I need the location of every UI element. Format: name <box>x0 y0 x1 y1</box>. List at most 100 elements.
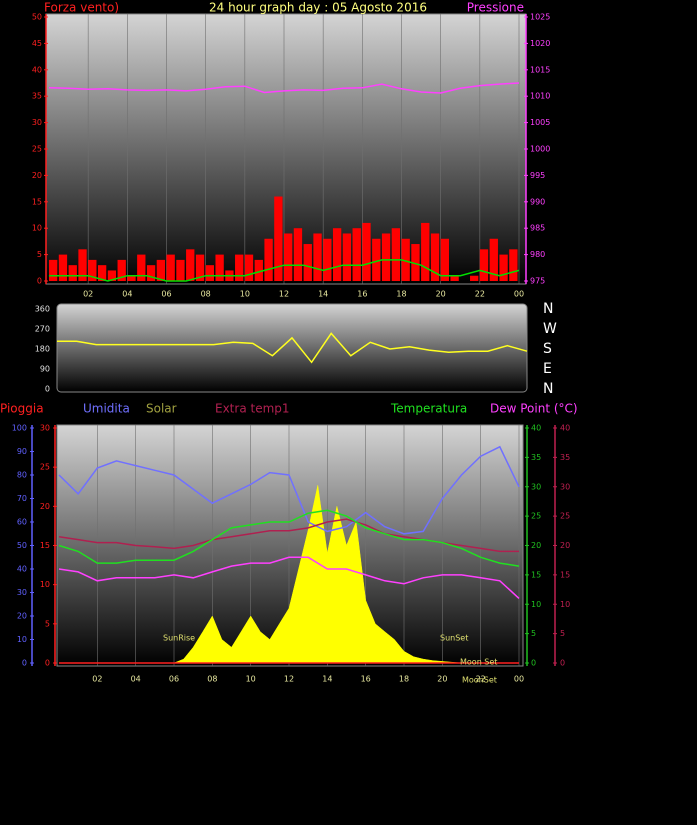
bar <box>313 233 322 281</box>
line <box>58 509 520 567</box>
y-tick-label: 995 <box>530 171 545 180</box>
y-tick-label: 30 <box>560 482 570 491</box>
bar <box>58 254 68 281</box>
x-tick-label: 00 <box>514 290 524 299</box>
y-tick-label: 25 <box>32 145 42 154</box>
bar <box>303 244 312 281</box>
y-tick-label: 5 <box>37 250 42 259</box>
x-tick-label: 02 <box>92 675 102 684</box>
bar <box>450 275 459 281</box>
y-tick-label: 15 <box>40 541 50 550</box>
bar <box>440 238 449 281</box>
bar <box>372 238 381 281</box>
chart-title: 24 hour graph day : 05 Agosto 2016 <box>209 1 427 15</box>
y-tick-label: S <box>543 341 552 357</box>
y-tick-label: 30 <box>40 424 50 433</box>
y-tick-label: 5 <box>531 629 536 638</box>
y-tick-label: 20 <box>531 541 541 550</box>
y-tick-label: 40 <box>531 424 541 433</box>
y-tick-label: 980 <box>530 250 545 259</box>
y-tick-label: 25 <box>40 463 50 472</box>
x-tick-label: 00 <box>514 675 524 684</box>
y-tick-label: 50 <box>17 541 27 550</box>
bar <box>323 238 332 281</box>
x-tick-label: 22 <box>475 290 485 299</box>
bar <box>215 254 224 281</box>
y-tick-label: 25 <box>560 512 570 521</box>
y-tick-label: 15 <box>531 570 541 579</box>
y-tick-label: 90 <box>17 447 27 456</box>
bar <box>342 233 352 281</box>
y-tick-label: 35 <box>560 453 570 462</box>
bar <box>264 238 273 281</box>
x-tick-label: 20 <box>437 675 447 684</box>
line <box>49 259 520 282</box>
bar <box>411 244 420 281</box>
y-tick-label: 10 <box>32 224 42 233</box>
y-tick-label: 985 <box>530 224 545 233</box>
y-tick-label: 1015 <box>530 65 550 74</box>
annotation: SunSet <box>440 634 468 643</box>
y2-axis-label: Pressione <box>467 1 524 15</box>
x-tick-label: 18 <box>396 290 406 299</box>
x-tick-label: 16 <box>361 675 371 684</box>
bar <box>205 265 214 281</box>
bar <box>78 249 87 281</box>
x-tick-label: 06 <box>161 290 171 299</box>
annotation: SunRise <box>163 634 195 643</box>
y-tick-label: 70 <box>17 494 27 503</box>
bar <box>156 259 166 281</box>
x-tick-label: 16 <box>357 290 367 299</box>
bar <box>137 254 146 281</box>
y-tick-label: 0 <box>560 659 565 668</box>
bar <box>235 254 244 281</box>
bar <box>97 265 107 281</box>
y-tick-label: 1020 <box>530 39 550 48</box>
y-tick-label: 5 <box>45 619 50 628</box>
y-tick-label: W <box>543 321 557 337</box>
y-tick-label: 270 <box>35 325 50 334</box>
y-tick-label: 90 <box>40 365 50 374</box>
x-tick-label: 10 <box>240 290 250 299</box>
y-tick-label: 0 <box>45 385 50 394</box>
y-tick-label: 1000 <box>530 145 550 154</box>
x-tick-label: 02 <box>83 290 93 299</box>
bar <box>244 254 254 281</box>
y-tick-label: N <box>543 301 553 317</box>
annotation: Moon Set <box>460 658 497 667</box>
bar <box>88 259 97 281</box>
x-tick-label: 22 <box>476 675 486 684</box>
y-tick-label: 25 <box>531 512 541 521</box>
x-tick-label: 04 <box>122 290 132 299</box>
bar <box>391 228 401 281</box>
x-tick-label: 12 <box>284 675 294 684</box>
area <box>154 485 462 664</box>
y-tick-label: 20 <box>40 502 50 511</box>
x-tick-label: 10 <box>246 675 256 684</box>
y-tick-label: 100 <box>12 424 27 433</box>
bar <box>430 233 440 281</box>
y-tick-label: 30 <box>32 118 42 127</box>
bar <box>499 254 508 281</box>
y-tick-label: 180 <box>35 345 50 354</box>
y-tick-label: 10 <box>531 600 541 609</box>
bar <box>470 275 479 281</box>
legend-label: Solar <box>146 402 177 416</box>
legend-label: Umidita <box>83 402 130 416</box>
y-tick-label: N <box>543 381 553 397</box>
y-tick-label: 30 <box>17 588 27 597</box>
y-tick-label: 10 <box>17 635 27 644</box>
y-tick-label: 15 <box>560 570 570 579</box>
plot-background <box>56 303 528 393</box>
bar <box>401 238 410 281</box>
x-tick-label: 08 <box>207 675 217 684</box>
bar <box>489 238 498 281</box>
bar <box>381 233 391 281</box>
y-tick-label: 20 <box>17 612 27 621</box>
bar <box>146 265 156 281</box>
legend-label: Pioggia <box>0 402 44 416</box>
y-tick-label: 5 <box>560 629 565 638</box>
y-tick-label: 80 <box>17 471 27 480</box>
bar <box>186 249 195 281</box>
